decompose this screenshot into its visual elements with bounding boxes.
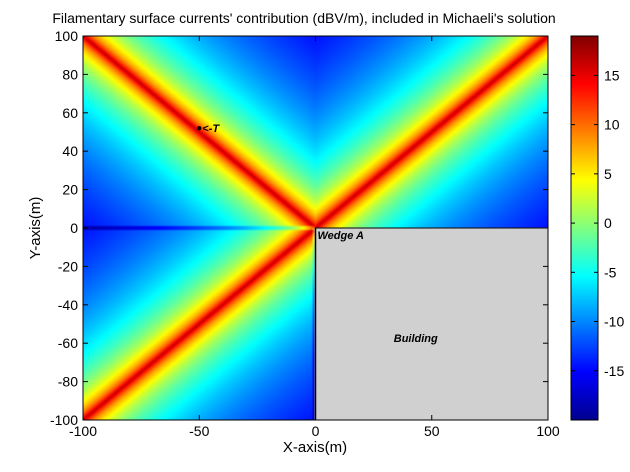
colorbar-ticks: -15 -10 -5 0 5 10 15 xyxy=(571,67,624,379)
y-tick-label: -100 xyxy=(50,412,78,428)
x-tick-label: 0 xyxy=(312,423,320,439)
y-tick-label: 100 xyxy=(55,28,79,44)
colorbar xyxy=(570,35,599,421)
colorbar-tick-label: -5 xyxy=(604,264,617,280)
y-tick-label: -40 xyxy=(58,297,78,313)
y-tick-label: 0 xyxy=(70,220,78,236)
x-tick-label: 100 xyxy=(536,423,560,439)
y-axis-label: Y-axis(m) xyxy=(27,197,44,260)
colorbar-tick-label: -15 xyxy=(604,363,624,379)
y-tick-label: -20 xyxy=(58,258,78,274)
x-tick-label: 50 xyxy=(424,423,440,439)
building-label: Building xyxy=(394,333,438,345)
annotation-1: <-T xyxy=(202,123,220,135)
x-tick-label: -50 xyxy=(189,423,209,439)
annotation-marker xyxy=(197,125,202,131)
colorbar-tick-label: 5 xyxy=(604,166,612,182)
colorbar-tick-label: -10 xyxy=(604,314,624,330)
annotation-0: Wedge A xyxy=(318,230,365,242)
colorbar-tick-label: 0 xyxy=(604,215,612,231)
annotations: Wedge A <-T xyxy=(197,123,364,242)
colorbar-tick-label: 15 xyxy=(604,67,620,83)
y-tick-label: 80 xyxy=(62,66,78,82)
colorbar-tick-label: 10 xyxy=(604,117,620,133)
x-axis-ticks: -100 -50 0 50 100 xyxy=(69,36,560,439)
chart-title: Filamentary surface currents' contributi… xyxy=(52,10,555,26)
y-tick-label: 20 xyxy=(62,182,78,198)
x-axis-label: X-axis(m) xyxy=(283,439,347,456)
y-tick-label: 40 xyxy=(62,143,78,159)
y-tick-label: -60 xyxy=(58,335,78,351)
heatmap-area xyxy=(83,36,548,420)
y-axis-ticks: -100 -80 -60 -40 -20 0 20 40 60 80 100 xyxy=(50,28,548,428)
y-tick-label: 60 xyxy=(62,105,78,121)
building-region xyxy=(315,227,548,420)
y-tick-label: -80 xyxy=(58,374,78,390)
x-tick-label: -100 xyxy=(69,423,97,439)
